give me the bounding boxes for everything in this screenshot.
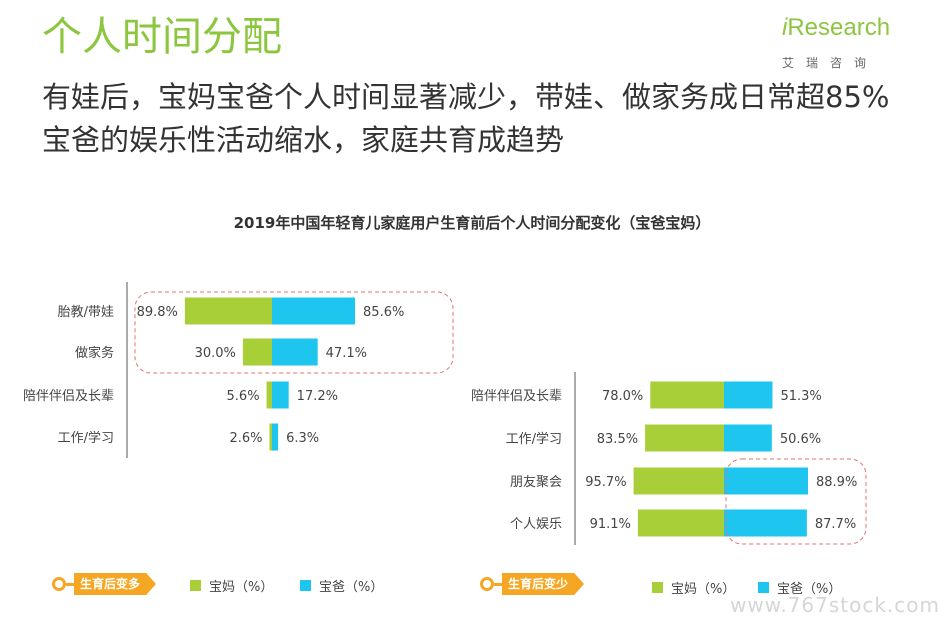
tag-circle-icon <box>480 577 494 591</box>
category-label: 做家务 <box>75 345 114 361</box>
value-label-dad: 6.3% <box>286 431 319 446</box>
logo-text: Research <box>787 14 891 41</box>
value-label-mom: 91.1% <box>590 517 631 532</box>
value-label-dad: 88.9% <box>816 475 857 490</box>
tag-connector <box>494 582 502 586</box>
value-label-dad: 87.7% <box>815 517 856 532</box>
value-label-dad: 17.2% <box>297 389 338 404</box>
legend-mom-swatch <box>190 580 201 591</box>
legend-right-mom: 宝妈（%） <box>652 578 735 597</box>
legend-dad-swatch <box>758 582 769 593</box>
legend-mom-label: 宝妈（%） <box>671 582 736 597</box>
bar-mom <box>266 381 272 409</box>
tag-connector <box>66 582 74 586</box>
legend-right-dad: 宝爸（%） <box>758 578 841 597</box>
legend-left-dad: 宝爸（%） <box>300 576 383 595</box>
value-label-mom: 83.5% <box>597 432 638 447</box>
bar-dad <box>724 467 809 495</box>
legend-left-mom: 宝妈（%） <box>190 576 273 595</box>
category-label: 胎教/带娃 <box>58 304 114 320</box>
bar-mom <box>650 381 724 409</box>
bar-dad <box>272 381 289 409</box>
bar-dad <box>272 297 356 325</box>
value-label-mom: 30.0% <box>195 346 236 361</box>
highlight-box <box>134 291 454 374</box>
chart-title: 2019年中国年轻育儿家庭用户生育前后个人时间分配变化（宝爸宝妈） <box>233 214 711 232</box>
bar-mom <box>633 467 724 495</box>
tag-more-label: 生育后变多 <box>74 573 157 595</box>
page-title: 个人时间分配 <box>42 14 282 60</box>
category-label: 工作/学习 <box>506 431 562 447</box>
bar-dad <box>272 338 318 366</box>
value-label-dad: 50.6% <box>780 432 821 447</box>
bar-dad <box>724 381 773 409</box>
bar-mom <box>645 424 724 452</box>
legend-dad-label: 宝爸（%） <box>319 580 384 595</box>
bar-mom <box>242 338 272 366</box>
legend-dad-swatch <box>300 580 311 591</box>
value-label-mom: 95.7% <box>585 475 626 490</box>
legend-mom-swatch <box>652 582 663 593</box>
tag-less-label: 生育后变少 <box>502 573 585 595</box>
tag-circle-icon <box>52 577 66 591</box>
category-label: 工作/学习 <box>58 430 114 446</box>
legend-mom-label: 宝妈（%） <box>209 580 274 595</box>
category-label: 陪伴伴侣及长辈 <box>23 389 114 404</box>
logo-i: i <box>782 14 788 41</box>
value-label-mom: 89.8% <box>137 305 178 320</box>
tag-more: 生育后变多 <box>52 573 157 595</box>
logo-wordmark: iResearch <box>782 14 890 42</box>
logo-subtitle: 艾瑞咨询 <box>782 56 879 70</box>
bar-mom <box>637 509 724 537</box>
watermark: www.767stock.com <box>730 593 940 617</box>
value-label-mom: 78.0% <box>602 389 643 404</box>
bar-dad <box>724 509 807 537</box>
value-label-dad: 85.6% <box>363 305 404 320</box>
value-label-mom: 2.6% <box>229 431 262 446</box>
tag-less: 生育后变少 <box>480 573 585 595</box>
bar-mom <box>184 297 272 325</box>
bar-mom <box>269 423 272 451</box>
value-label-mom: 5.6% <box>227 389 260 404</box>
legend-dad-label: 宝爸（%） <box>777 582 842 597</box>
bar-dad <box>724 424 772 452</box>
category-label: 朋友聚会 <box>510 474 562 490</box>
value-label-dad: 51.3% <box>780 389 821 404</box>
iresearch-logo: iResearch 艾瑞咨询 <box>778 14 918 74</box>
value-label-dad: 47.1% <box>326 346 367 361</box>
bar-dad <box>272 423 279 451</box>
category-label: 陪伴伴侣及长辈 <box>471 389 562 404</box>
category-label: 个人娱乐 <box>510 517 562 532</box>
page-subtitle: 有娃后，宝妈宝爸个人时间显著减少，带娃、做家务成日常超85%宝爸的娱乐性活动缩水… <box>42 80 890 157</box>
